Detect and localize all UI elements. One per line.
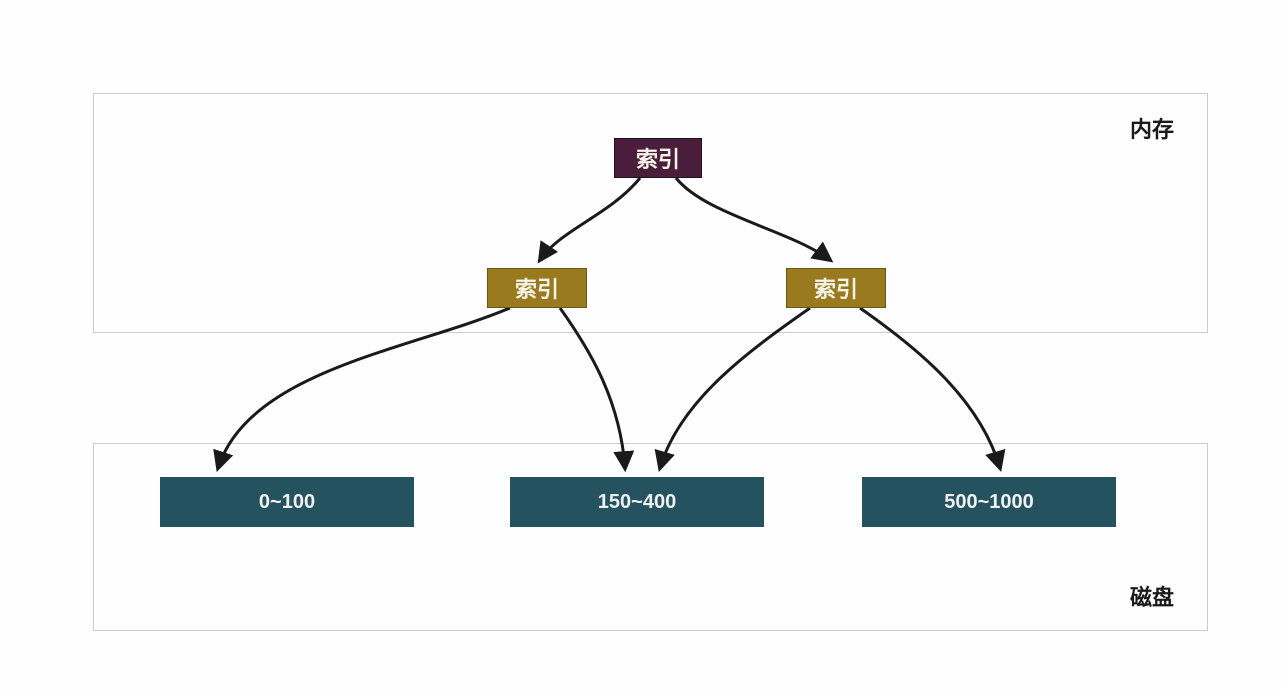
- root-index-node: 索引: [614, 138, 702, 178]
- index-node-right: 索引: [786, 268, 886, 308]
- memory-label: 内存: [1130, 112, 1174, 144]
- leaf-node-2: 500~1000: [862, 477, 1116, 527]
- index-node-left: 索引: [487, 268, 587, 308]
- disk-container: [93, 443, 1208, 631]
- leaf-node-0: 0~100: [160, 477, 414, 527]
- disk-label: 磁盘: [1130, 580, 1174, 612]
- memory-container: [93, 93, 1208, 333]
- leaf-node-1: 150~400: [510, 477, 764, 527]
